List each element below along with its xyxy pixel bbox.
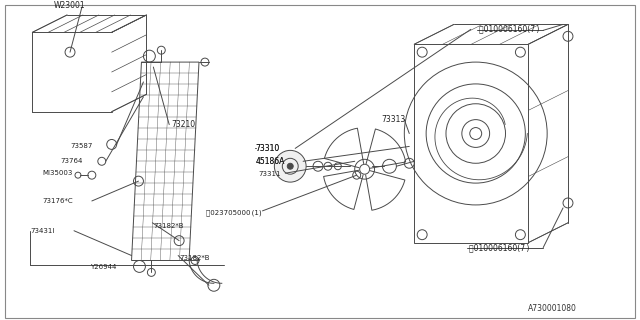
- Text: A730001080: A730001080: [528, 304, 577, 313]
- Text: 73764: 73764: [60, 158, 83, 164]
- Text: 73311: 73311: [259, 171, 281, 177]
- Text: Ⓢ010006160(7 ): Ⓢ010006160(7 ): [468, 243, 529, 252]
- Text: 73176*C: 73176*C: [42, 198, 73, 204]
- Text: 73210: 73210: [172, 120, 195, 129]
- Text: Y26944: Y26944: [90, 264, 116, 270]
- Circle shape: [275, 150, 306, 182]
- Circle shape: [287, 163, 293, 169]
- Text: 73310: 73310: [255, 144, 280, 153]
- Text: 73313: 73313: [381, 115, 406, 124]
- Text: 45186A: 45186A: [255, 157, 285, 166]
- Text: MI35003: MI35003: [42, 170, 72, 176]
- Text: 73182*B: 73182*B: [179, 255, 210, 261]
- Text: ⓝ023705000 (1): ⓝ023705000 (1): [206, 210, 262, 216]
- Text: 73431I: 73431I: [30, 228, 55, 234]
- Text: 73310: 73310: [255, 144, 280, 153]
- Text: 45186A: 45186A: [255, 157, 285, 166]
- Text: 73587: 73587: [70, 143, 92, 149]
- Text: Ⓢ010006160(7 ): Ⓢ010006160(7 ): [479, 25, 539, 34]
- Text: W23001: W23001: [54, 1, 86, 10]
- Text: 73182*B: 73182*B: [154, 223, 184, 229]
